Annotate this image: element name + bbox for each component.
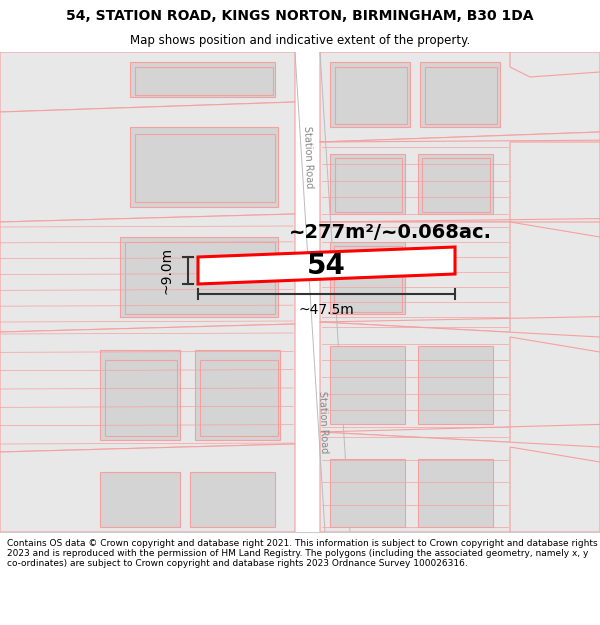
Polygon shape [320, 322, 600, 447]
Polygon shape [510, 447, 600, 532]
Polygon shape [510, 337, 600, 462]
Bar [195, 350, 280, 440]
Polygon shape [295, 52, 350, 532]
Polygon shape [198, 247, 455, 284]
Bar [120, 237, 278, 317]
Bar [135, 67, 273, 95]
Polygon shape [0, 214, 295, 332]
Bar [418, 154, 493, 214]
Text: ~9.0m: ~9.0m [159, 247, 173, 294]
Text: 54: 54 [307, 251, 346, 279]
Bar [418, 346, 493, 424]
Bar [330, 459, 405, 527]
Text: 54, STATION ROAD, KINGS NORTON, BIRMINGHAM, B30 1DA: 54, STATION ROAD, KINGS NORTON, BIRMINGH… [66, 9, 534, 22]
Bar [420, 62, 500, 127]
Polygon shape [0, 444, 295, 532]
Bar [130, 62, 275, 97]
Bar [422, 158, 490, 212]
Bar [190, 472, 275, 527]
Bar [100, 472, 180, 527]
Bar [335, 67, 407, 124]
Bar [125, 242, 275, 314]
Bar [130, 127, 278, 207]
Bar [335, 158, 402, 212]
Text: Station Road: Station Road [317, 391, 329, 453]
Polygon shape [0, 324, 295, 452]
Polygon shape [320, 432, 600, 532]
Bar [418, 459, 493, 527]
Bar [330, 154, 405, 214]
Bar [425, 67, 497, 124]
Polygon shape [510, 142, 600, 237]
Bar [200, 360, 278, 436]
Bar [330, 242, 405, 314]
Bar [105, 360, 177, 436]
Polygon shape [320, 222, 600, 337]
Text: Contains OS data © Crown copyright and database right 2021. This information is : Contains OS data © Crown copyright and d… [7, 539, 598, 568]
Polygon shape [320, 132, 600, 222]
Bar [135, 134, 275, 202]
Polygon shape [0, 52, 295, 112]
Bar [100, 350, 180, 440]
Polygon shape [510, 52, 600, 77]
Polygon shape [510, 222, 600, 352]
Bar [330, 346, 405, 424]
Polygon shape [0, 102, 295, 222]
Text: ~47.5m: ~47.5m [299, 303, 355, 317]
Bar [334, 246, 402, 312]
Text: Station Road: Station Road [302, 126, 314, 188]
Text: Map shows position and indicative extent of the property.: Map shows position and indicative extent… [130, 34, 470, 47]
Text: ~277m²/~0.068ac.: ~277m²/~0.068ac. [289, 222, 491, 241]
Polygon shape [320, 52, 600, 142]
Bar [330, 62, 410, 127]
